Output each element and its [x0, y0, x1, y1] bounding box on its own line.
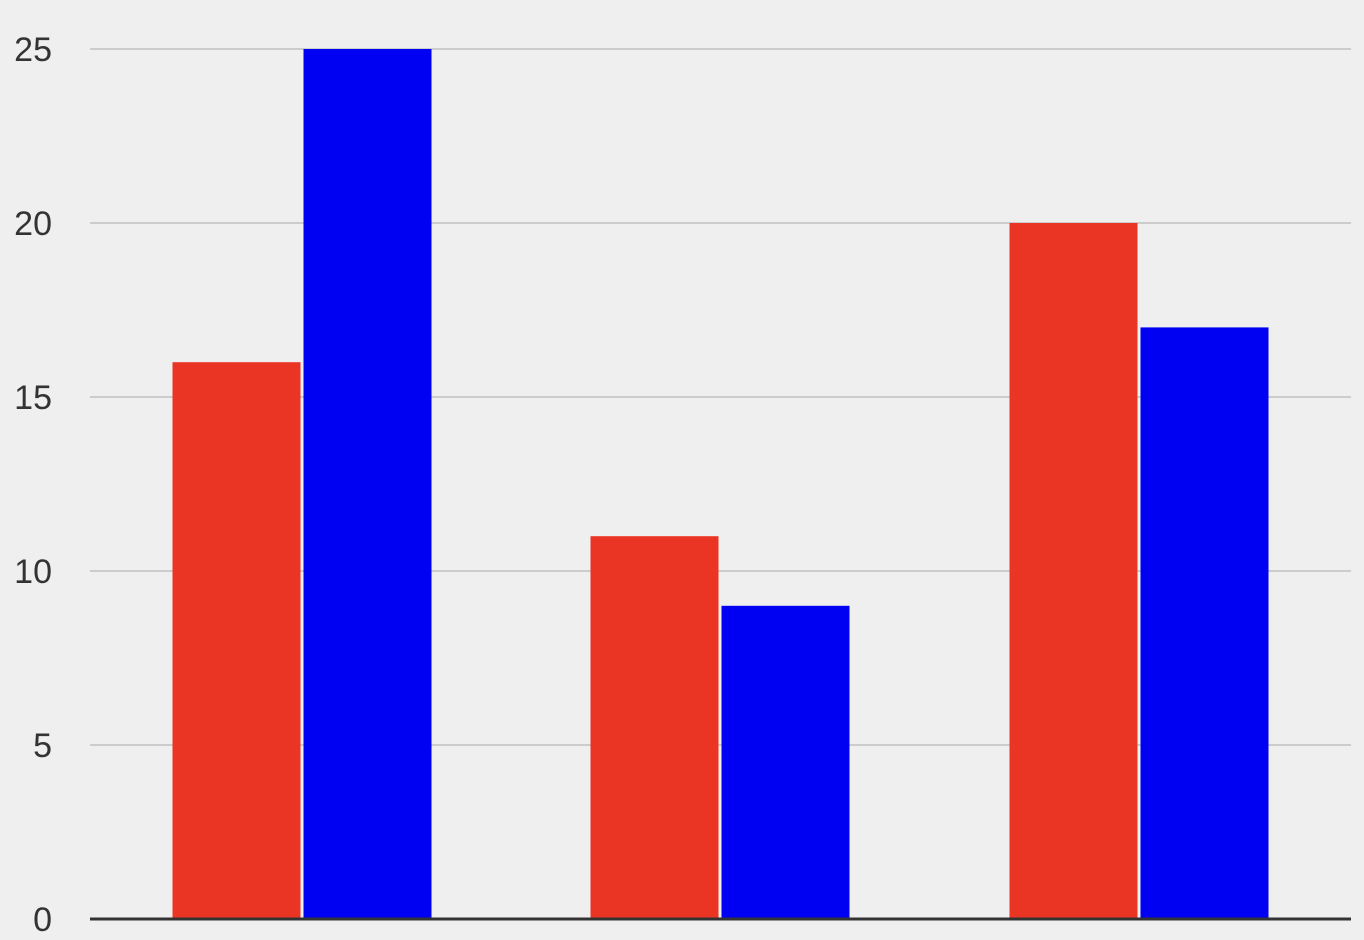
y-tick-labels: 0 5 10 15 20 25 — [14, 31, 52, 939]
bar-group-1-series-2 — [303, 49, 432, 919]
bar-group-3-series-1 — [1009, 223, 1138, 919]
bar-group-3-series-2 — [1140, 327, 1269, 919]
bars — [172, 49, 1269, 919]
y-tick-label: 15 — [14, 379, 52, 417]
bar-group-2-series-2 — [721, 605, 850, 919]
y-tick-label: 5 — [33, 727, 52, 765]
bar-group-1-series-1 — [172, 362, 301, 919]
y-tick-label: 25 — [14, 31, 52, 69]
y-tick-label: 0 — [33, 901, 52, 939]
bar-group-2-series-1 — [590, 536, 719, 919]
y-tick-label: 20 — [14, 205, 52, 243]
y-tick-label: 10 — [14, 553, 52, 591]
